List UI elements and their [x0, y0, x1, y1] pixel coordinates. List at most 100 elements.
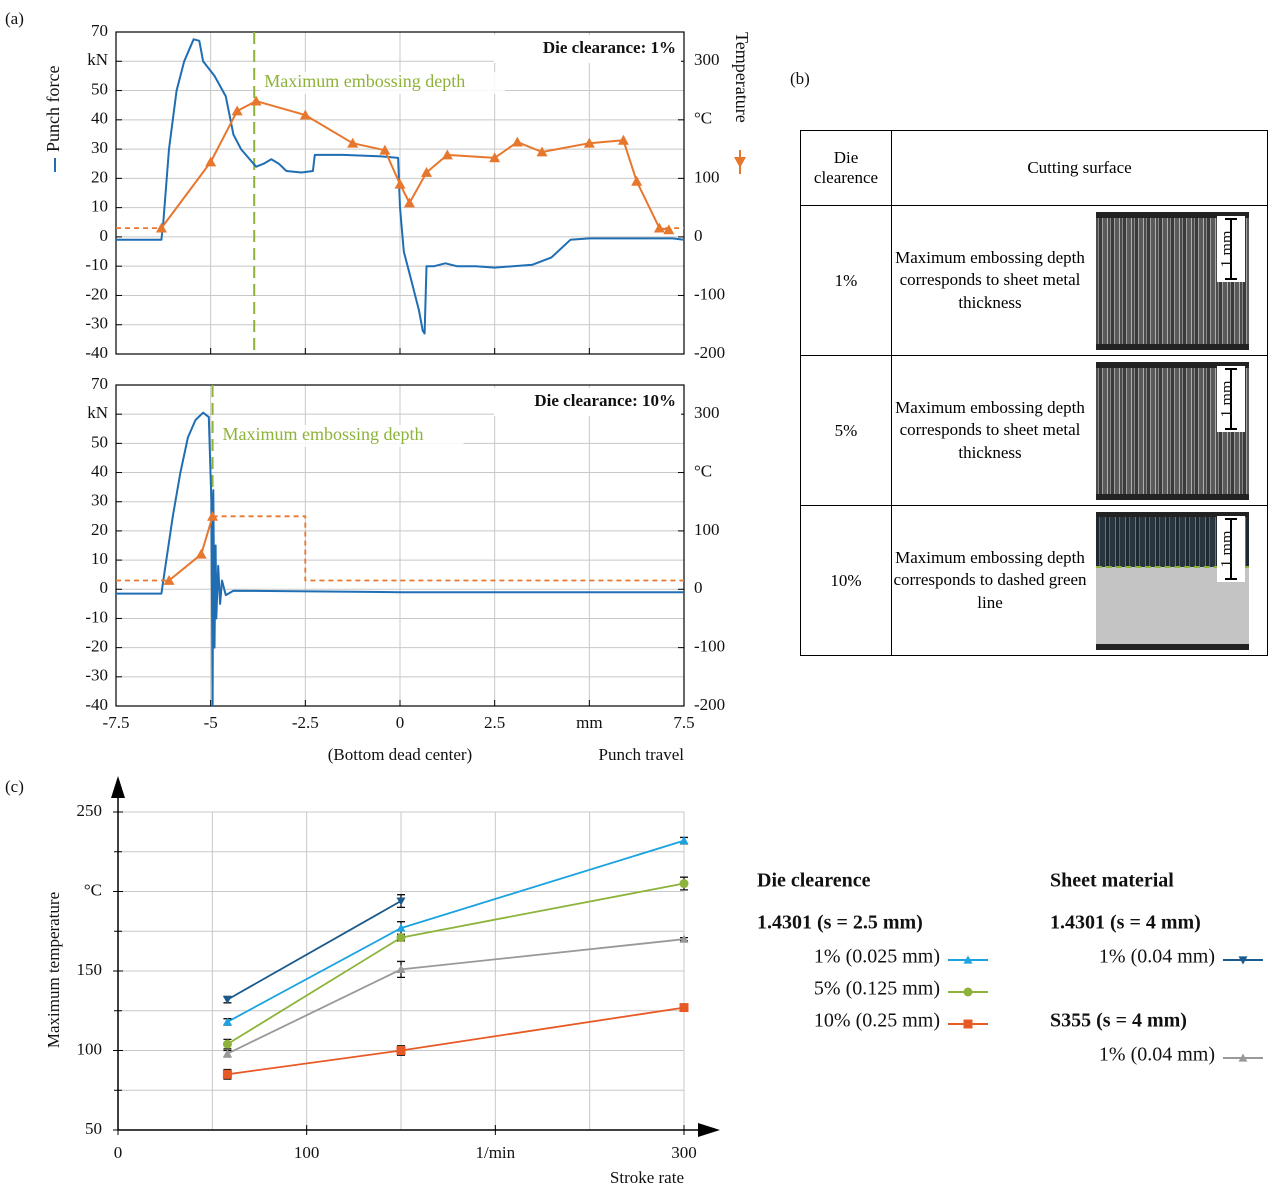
- x-tick-label: 2.5: [484, 713, 505, 732]
- x-tick-label: 7.5: [673, 713, 694, 732]
- legend-glyph: [734, 157, 746, 168]
- surface-cell: Maximum embossing depth corresponds to d…: [891, 505, 1268, 656]
- y-tick-label: 20: [91, 167, 108, 186]
- y-tick-label: 0: [100, 226, 109, 245]
- marker: [441, 149, 453, 160]
- header-cell: Die clearence: [800, 130, 892, 206]
- y-tick-label: -30: [85, 666, 108, 685]
- x-axis-arrow: [698, 1123, 720, 1137]
- legend-label: 1% (0.025 mm): [814, 946, 940, 968]
- y-tick-label: 150: [77, 960, 103, 979]
- y-tick-label: kN: [87, 50, 108, 69]
- clearance-cell: 1%: [800, 205, 892, 356]
- y-tick-label: °C: [84, 880, 102, 899]
- legend-label: 1% (0.04 mm): [1099, 946, 1215, 968]
- marker: [347, 137, 359, 148]
- marker: [379, 144, 391, 155]
- header-cell: Cutting surface: [891, 130, 1268, 206]
- y2-tick-label: 300: [694, 50, 720, 69]
- panel-label: (c): [5, 777, 24, 796]
- x-axis-note: (Bottom dead center): [328, 745, 472, 764]
- y2-tick-label: 0: [694, 226, 703, 245]
- x-axis-label: Stroke rate: [610, 1168, 684, 1187]
- marker: [205, 156, 217, 167]
- y2-tick-label: -100: [694, 284, 725, 303]
- description: Maximum embossing depth corresponds to s…: [895, 398, 1085, 462]
- x-axis-label: Punch travel: [599, 745, 685, 764]
- annotation: Die clearance: 1%: [543, 38, 676, 57]
- y-tick-label: 20: [91, 520, 108, 539]
- marker: [631, 175, 643, 186]
- y-tick-label: -40: [85, 695, 108, 714]
- x-tick-label: 300: [671, 1143, 697, 1162]
- x-tick-label: 0: [114, 1143, 123, 1162]
- surface-cell: Maximum embossing depth corresponds to s…: [891, 205, 1268, 356]
- series-line: [116, 515, 684, 582]
- legend-title: Sheet material: [1050, 870, 1174, 892]
- marker: [396, 933, 406, 943]
- y-tick-label: -10: [85, 607, 108, 626]
- marker: [155, 222, 167, 233]
- marker: [489, 152, 501, 163]
- marker: [396, 923, 406, 932]
- y2-tick-label: °C: [694, 109, 712, 128]
- surface-image: 1 mm: [1096, 361, 1249, 500]
- vline-label: Maximum embossing depth: [264, 71, 465, 91]
- marker: [222, 1017, 232, 1026]
- series-line: [168, 516, 214, 582]
- scale-label: 1 mm: [1219, 380, 1236, 417]
- marker: [163, 575, 175, 585]
- y2-tick-label: 0: [694, 578, 703, 597]
- y-tick-label: 50: [91, 79, 108, 98]
- marker: [394, 178, 406, 189]
- surface-cell: Maximum embossing depth corresponds to s…: [891, 355, 1268, 506]
- y-tick-label: 40: [91, 109, 108, 128]
- marker: [207, 510, 219, 521]
- y-tick-label: -20: [85, 284, 108, 303]
- series-line: [160, 100, 670, 231]
- marker: [1238, 956, 1248, 965]
- scale-line: [1225, 217, 1237, 280]
- panel-label: (a): [5, 9, 24, 28]
- y-tick-label: 40: [91, 461, 108, 480]
- y-axis-label: Punch force: [43, 66, 63, 152]
- marker: [963, 955, 973, 964]
- series-line: [116, 38, 685, 335]
- legend-title: Die clearence: [757, 870, 871, 892]
- legend-label: 5% (0.125 mm): [814, 978, 940, 1000]
- clearance-cell: 5%: [800, 355, 892, 506]
- marker: [396, 897, 406, 906]
- x-tick-label: mm: [576, 713, 602, 732]
- surface-table: Die clearence Cutting surface 1% Maximum…: [800, 130, 1268, 656]
- scale-line: [1225, 367, 1237, 430]
- y-axis-arrow: [111, 776, 125, 798]
- y-tick-label: 50: [91, 432, 108, 451]
- y-tick-label: -20: [85, 637, 108, 656]
- label-bg: [260, 72, 506, 94]
- scale-label: 1 mm: [1219, 530, 1236, 567]
- scale-bar: 1 mm: [1217, 365, 1245, 432]
- x-tick-label: 1/min: [475, 1143, 515, 1162]
- marker: [396, 964, 406, 974]
- cell-content: Maximum embossing depth corresponds to d…: [892, 506, 1267, 655]
- y2-tick-label: -100: [694, 637, 725, 656]
- table-row: 1% Maximum embossing depth corresponds t…: [800, 205, 1268, 356]
- marker: [231, 105, 243, 116]
- marker: [396, 1046, 406, 1055]
- marker: [222, 1069, 232, 1079]
- legend-subtitle: 1.4301 (s = 4 mm): [1050, 912, 1201, 934]
- marker: [222, 1039, 232, 1049]
- annotation: Die clearance: 10%: [534, 391, 676, 410]
- vline-label: Maximum embossing depth: [223, 424, 424, 444]
- y-tick-label: 10: [91, 197, 108, 216]
- clearance-cell: 10%: [800, 505, 892, 656]
- surface-image: 1 mm: [1096, 511, 1249, 650]
- y2-tick-label: °C: [694, 461, 712, 480]
- marker: [653, 222, 665, 233]
- annotation-bg: [494, 388, 681, 416]
- x-tick-label: -5: [204, 713, 218, 732]
- marker: [679, 1003, 689, 1013]
- marker: [250, 95, 262, 106]
